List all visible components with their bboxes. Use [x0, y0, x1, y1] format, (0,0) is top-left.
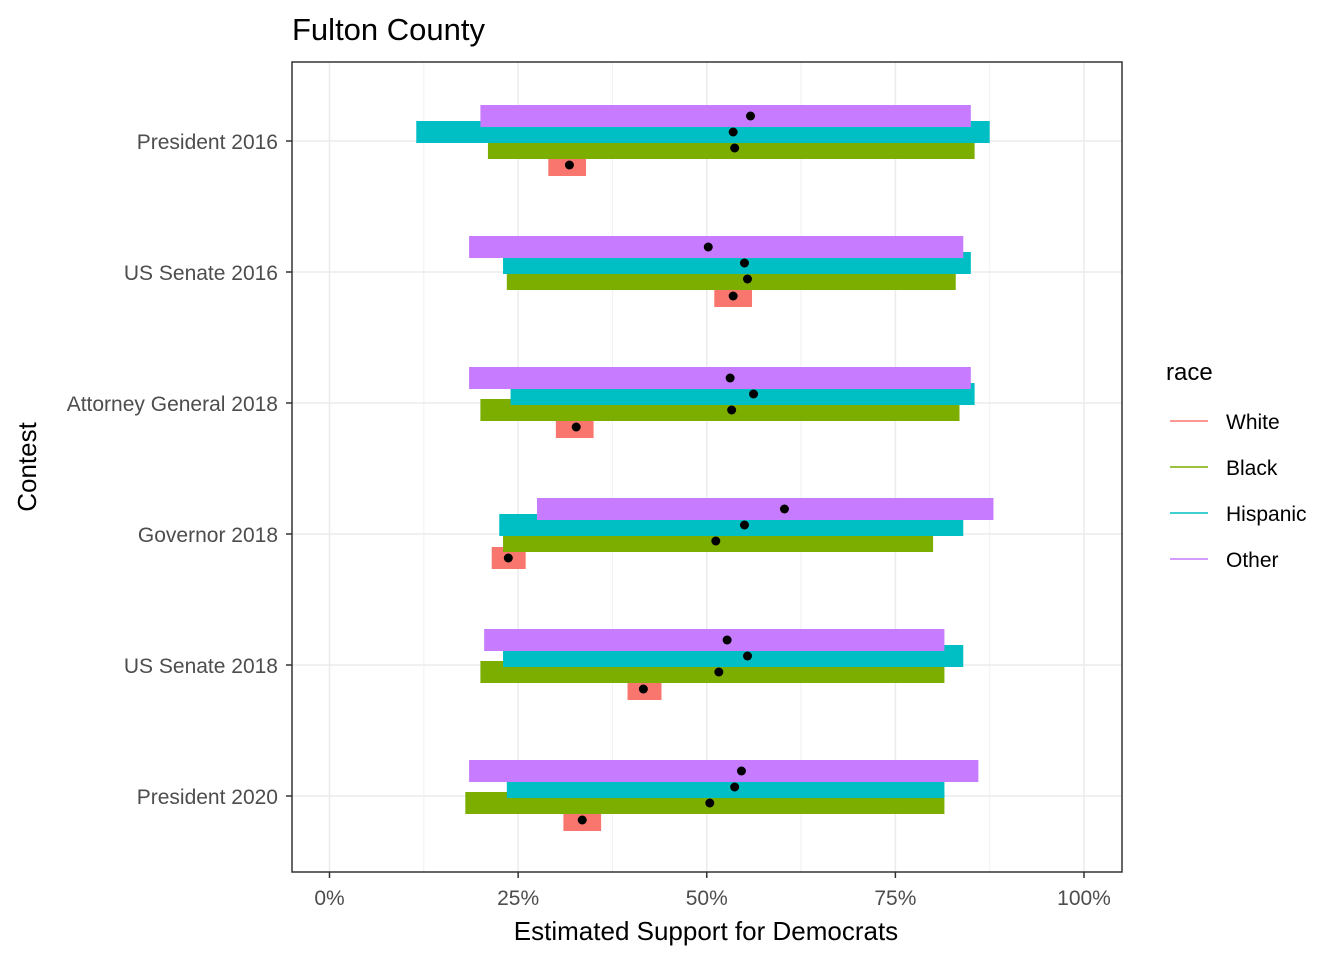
y-tick-label: Attorney General 2018	[67, 393, 278, 416]
interval-bars	[416, 105, 994, 831]
estimate-point	[739, 258, 749, 268]
x-axis-title: Estimated Support for Democrats	[514, 916, 898, 946]
legend-label: Hispanic	[1226, 503, 1307, 526]
y-tick-label: President 2016	[137, 131, 278, 154]
estimate-point	[739, 520, 749, 530]
legend-title: race	[1166, 359, 1213, 386]
x-tick-label: 0%	[314, 887, 344, 910]
legend-label: Other	[1226, 549, 1279, 572]
estimate-point	[703, 242, 713, 252]
estimate-point	[730, 143, 740, 153]
x-tick-label: 100%	[1057, 887, 1111, 910]
y-tick-label: US Senate 2016	[124, 262, 278, 285]
estimate-point	[730, 782, 740, 792]
estimate-point	[714, 667, 724, 677]
estimate-point	[727, 405, 737, 415]
estimate-point	[638, 684, 648, 694]
estimate-point	[742, 274, 752, 284]
estimate-point	[728, 127, 738, 137]
estimate-point	[725, 373, 735, 383]
legend-label: White	[1226, 411, 1280, 434]
estimate-point	[728, 291, 738, 301]
chart-title: Fulton County	[292, 12, 485, 47]
estimate-point	[722, 635, 732, 645]
interval-bar	[469, 236, 964, 258]
legend: race White Black Hispanic Other	[1166, 359, 1307, 572]
estimate-point	[503, 553, 513, 563]
estimate-point	[705, 798, 715, 808]
x-tick-label: 50%	[686, 887, 728, 910]
x-tick-label: 25%	[497, 887, 539, 910]
y-tick-label: Governor 2018	[138, 524, 278, 547]
estimate-point	[746, 111, 756, 121]
estimate-point	[742, 651, 752, 661]
y-axis: President 2016 US Senate 2016 Attorney Gen…	[67, 131, 292, 809]
legend-label: Black	[1226, 457, 1278, 480]
estimate-point	[577, 815, 587, 825]
estimate-point	[571, 422, 581, 432]
estimate-points	[503, 111, 789, 825]
estimate-point	[736, 766, 746, 776]
y-tick-label: President 2020	[137, 786, 278, 809]
y-axis-title: Contest	[12, 421, 42, 511]
estimate-point	[711, 536, 721, 546]
interval-bar	[484, 629, 945, 651]
estimate-point	[564, 160, 574, 170]
interval-bar	[469, 367, 971, 389]
y-tick-label: US Senate 2018	[124, 655, 278, 678]
estimate-point	[779, 504, 789, 514]
estimate-point	[749, 389, 759, 399]
x-tick-label: 75%	[874, 887, 916, 910]
interval-bar	[469, 760, 979, 782]
interval-bar	[536, 498, 994, 520]
interval-bar	[480, 105, 971, 127]
x-axis: 0% 25% 50% 75% 100%	[314, 872, 1111, 910]
